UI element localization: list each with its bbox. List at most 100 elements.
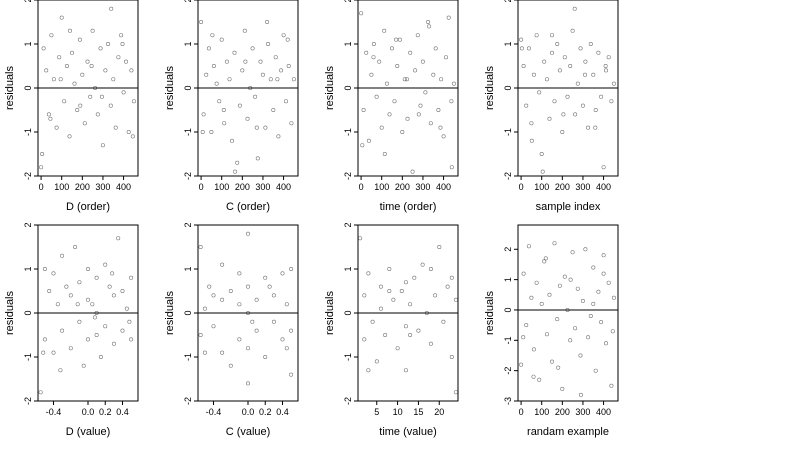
data-point bbox=[47, 288, 52, 293]
data-point bbox=[575, 81, 580, 86]
y-tick-label: 0 bbox=[23, 310, 33, 315]
data-point bbox=[92, 315, 97, 320]
data-point bbox=[51, 350, 56, 355]
data-point bbox=[55, 302, 60, 307]
data-point bbox=[129, 337, 134, 342]
data-point bbox=[405, 116, 410, 121]
y-axis: -2 -1 0 1 2 bbox=[343, 0, 358, 180]
x-axis: 0 100 200 300 400 bbox=[359, 176, 451, 192]
x-tick-label: 200 bbox=[555, 182, 570, 192]
x-axis: 0 100 200 300 400 bbox=[519, 176, 611, 192]
x-tick-label: 100 bbox=[214, 182, 229, 192]
data-point bbox=[361, 108, 366, 113]
data-point bbox=[64, 284, 69, 289]
x-tick-label: 0.4 bbox=[276, 407, 289, 417]
data-point bbox=[279, 68, 284, 73]
data-point bbox=[588, 313, 593, 318]
data-point bbox=[77, 280, 82, 285]
data-point bbox=[358, 236, 363, 241]
data-point bbox=[549, 359, 554, 364]
data-point bbox=[557, 283, 562, 288]
data-point bbox=[575, 286, 580, 291]
data-point bbox=[271, 319, 276, 324]
data-point bbox=[568, 277, 573, 282]
data-point bbox=[289, 121, 294, 126]
data-point bbox=[206, 46, 211, 51]
data-point bbox=[237, 337, 242, 342]
panel-7: 5 10 15 20 -2 -1 0 1 2 time (value) residuals bbox=[324, 222, 459, 438]
data-point bbox=[412, 275, 417, 280]
data-point bbox=[399, 288, 404, 293]
data-point bbox=[68, 293, 73, 298]
x-axis: -0.4 0.0 0.2 0.4 bbox=[46, 401, 129, 417]
y-tick-label: -2 bbox=[183, 397, 193, 405]
data-point bbox=[202, 306, 207, 311]
y-tick-label: -1 bbox=[183, 128, 193, 136]
data-point bbox=[560, 130, 565, 135]
data-point bbox=[129, 68, 134, 73]
data-point bbox=[254, 125, 259, 130]
data-point bbox=[603, 64, 608, 69]
data-point bbox=[583, 247, 588, 252]
data-point bbox=[428, 341, 433, 346]
data-point bbox=[573, 112, 578, 117]
data-point bbox=[371, 55, 376, 60]
data-point bbox=[80, 72, 85, 77]
data-point bbox=[408, 302, 413, 307]
data-point bbox=[519, 362, 524, 367]
data-point bbox=[387, 288, 392, 293]
data-point bbox=[285, 37, 290, 42]
y-tick-label: -1 bbox=[183, 353, 193, 361]
data-point bbox=[529, 295, 534, 300]
y-tick-label: 0 bbox=[23, 85, 33, 90]
data-point bbox=[217, 99, 222, 104]
x-axis: 0 100 200 300 400 bbox=[519, 401, 611, 417]
data-point bbox=[111, 77, 116, 82]
data-point bbox=[609, 99, 614, 104]
panel-4: 0 100 200 300 400 -2 -1 0 1 2 sample index residual… bbox=[484, 0, 619, 213]
data-point bbox=[51, 271, 56, 276]
data-point bbox=[281, 33, 286, 38]
data-point bbox=[211, 293, 216, 298]
y-tick-label: 0 bbox=[343, 85, 353, 90]
x-tick-label: 400 bbox=[116, 182, 131, 192]
y-tick-label: 2 bbox=[183, 0, 193, 3]
data-point bbox=[242, 28, 247, 33]
x-tick-label: 20 bbox=[434, 407, 444, 417]
panel-6: -0.4 0.0 0.2 0.4 -2 -1 0 1 2 C (value) residuals bbox=[164, 222, 299, 438]
data-point bbox=[120, 328, 125, 333]
data-point bbox=[561, 112, 566, 117]
data-point bbox=[416, 112, 421, 117]
data-point bbox=[111, 293, 116, 298]
data-point bbox=[41, 350, 46, 355]
data-point bbox=[555, 317, 560, 322]
data-point bbox=[86, 337, 91, 342]
data-point bbox=[89, 64, 94, 69]
y-axis-label: residuals bbox=[324, 65, 336, 110]
data-point bbox=[237, 302, 242, 307]
x-tick-label: 0 bbox=[359, 182, 364, 192]
data-point bbox=[410, 169, 415, 174]
data-point bbox=[609, 383, 614, 388]
data-point bbox=[126, 130, 131, 135]
data-point bbox=[200, 130, 205, 135]
panel-1: 0 100 200 300 400 -2 -1 0 1 2 D (order) residuals bbox=[4, 0, 139, 213]
data-point bbox=[230, 138, 235, 143]
y-tick-label: 1 bbox=[503, 277, 513, 282]
data-point bbox=[221, 108, 226, 113]
data-point bbox=[246, 346, 251, 351]
data-point bbox=[519, 46, 524, 51]
data-point bbox=[437, 245, 442, 250]
points bbox=[38, 236, 134, 395]
panel-2: 0 100 200 300 400 -2 -1 0 1 2 C (order) residuals bbox=[164, 0, 299, 213]
data-point bbox=[254, 328, 259, 333]
y-tick-label: 0 bbox=[183, 85, 193, 90]
data-point bbox=[403, 324, 408, 329]
data-point bbox=[90, 28, 95, 33]
y-tick-label: 1 bbox=[23, 266, 33, 271]
y-tick-label: 2 bbox=[503, 0, 513, 3]
data-point bbox=[601, 165, 606, 170]
data-point bbox=[415, 33, 420, 38]
data-point bbox=[521, 271, 526, 276]
data-point bbox=[524, 323, 529, 328]
